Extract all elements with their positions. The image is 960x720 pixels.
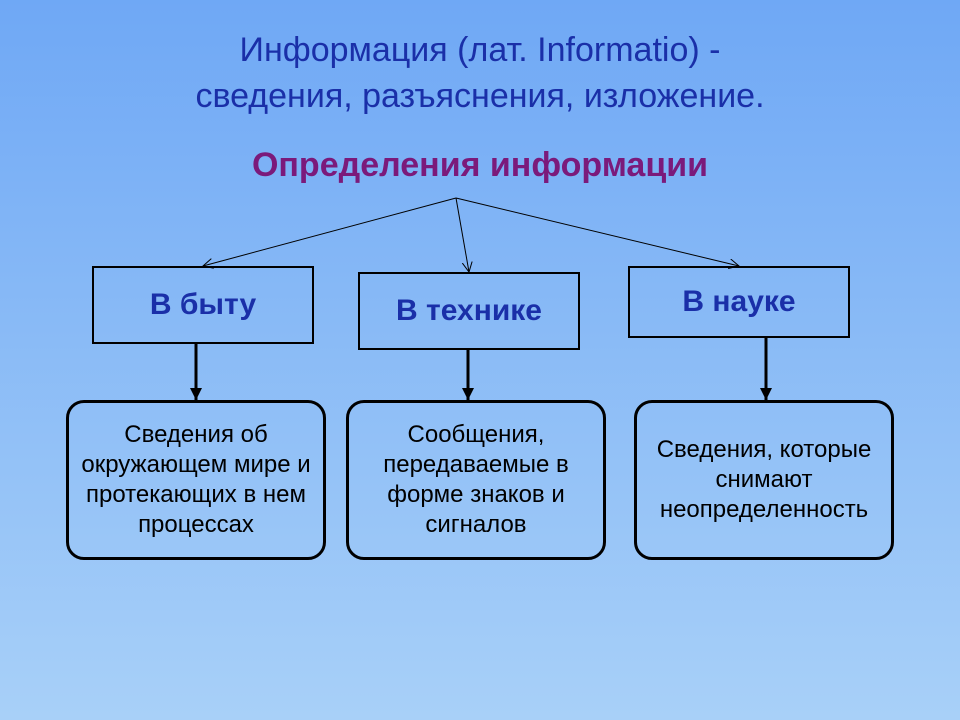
slide-subtitle: Определения информации <box>0 146 960 185</box>
category-label-2: В науке <box>682 285 795 319</box>
category-box-2: В науке <box>628 266 850 338</box>
slide-title: Информация (лат. Informatio) - сведения,… <box>0 28 960 120</box>
category-box-0: В быту <box>92 266 314 344</box>
definition-text-0: Сведения об окружающем мире и протекающи… <box>69 414 323 546</box>
title-line-1: Информация (лат. Informatio) - <box>240 31 721 69</box>
title-line-2: сведения, разъяснения, изложение. <box>195 77 764 115</box>
definition-box-0: Сведения об окружающем мире и протекающи… <box>66 400 326 560</box>
definition-text-2: Сведения, которые снимают неопределеннос… <box>637 429 891 531</box>
category-box-1: В технике <box>358 272 580 350</box>
category-label-1: В технике <box>396 294 542 328</box>
category-label-0: В быту <box>150 288 256 322</box>
definition-text-1: Сообщения, передаваемые в форме знаков и… <box>349 414 603 546</box>
definition-box-2: Сведения, которые снимают неопределеннос… <box>634 400 894 560</box>
definition-box-1: Сообщения, передаваемые в форме знаков и… <box>346 400 606 560</box>
